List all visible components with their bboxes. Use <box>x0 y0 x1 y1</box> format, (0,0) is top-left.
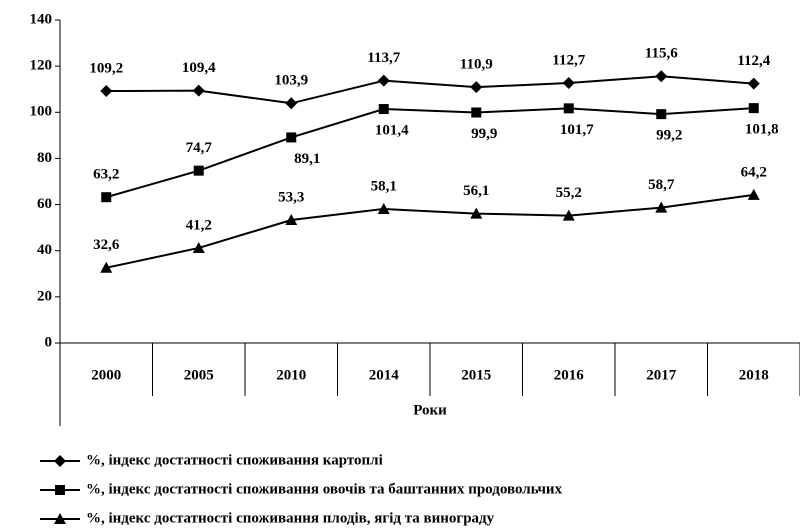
data-label: 112,7 <box>552 52 585 68</box>
series-line <box>105 107 754 199</box>
data-label: 89,1 <box>294 151 320 167</box>
data-label: 101,8 <box>745 122 779 138</box>
marker <box>285 97 298 110</box>
marker <box>470 81 483 94</box>
y-tick-label: 60 <box>37 196 52 212</box>
marker <box>378 104 389 115</box>
y-tick-label: 80 <box>37 150 52 166</box>
marker <box>747 188 760 200</box>
data-label: 74,7 <box>186 140 213 156</box>
marker <box>193 165 204 176</box>
y-tick-label: 100 <box>30 104 53 120</box>
marker <box>471 107 482 118</box>
series-line <box>106 193 754 269</box>
y-tick-label: 40 <box>37 242 52 258</box>
data-label: 103,9 <box>274 73 308 89</box>
marker <box>377 74 390 87</box>
data-label: 53,3 <box>278 189 304 205</box>
marker <box>655 201 668 213</box>
marker <box>748 103 759 114</box>
marker <box>377 202 390 214</box>
marker <box>100 261 113 273</box>
legend-label: %, індекс достатності споживання плодів,… <box>86 510 495 526</box>
data-label: 101,4 <box>375 122 409 138</box>
marker <box>562 76 575 89</box>
data-label: 41,2 <box>186 217 212 233</box>
y-tick-label: 0 <box>45 334 53 350</box>
x-tick-label: 2015 <box>461 367 491 383</box>
x-tick-label: 2010 <box>276 367 306 383</box>
marker <box>470 207 483 219</box>
series-line <box>106 75 754 105</box>
marker <box>562 209 575 221</box>
data-label: 58,1 <box>371 178 397 194</box>
marker <box>285 214 298 226</box>
x-tick-label: 2014 <box>369 367 400 383</box>
data-label: 55,2 <box>556 185 582 201</box>
y-tick-label: 120 <box>30 58 53 74</box>
x-tick-label: 2017 <box>646 367 677 383</box>
marker <box>55 485 65 495</box>
marker <box>101 192 112 203</box>
data-label: 56,1 <box>463 183 489 199</box>
data-label: 99,9 <box>471 126 497 142</box>
marker <box>192 241 205 253</box>
marker <box>54 455 66 467</box>
marker <box>655 70 668 83</box>
data-label: 32,6 <box>93 237 120 253</box>
marker <box>286 132 297 143</box>
data-label: 99,2 <box>656 128 682 144</box>
data-label: 64,2 <box>741 164 767 180</box>
data-label: 115,6 <box>645 46 678 62</box>
data-label: 101,7 <box>560 122 594 138</box>
x-axis-title: Роки <box>413 402 447 418</box>
data-label: 58,7 <box>648 177 675 193</box>
legend-label: %, індекс достатності споживання картопл… <box>86 452 383 468</box>
data-label: 110,9 <box>460 57 493 73</box>
y-tick-label: 140 <box>30 11 53 27</box>
legend-label: %, індекс достатності споживання овочів … <box>86 481 563 497</box>
x-tick-label: 2005 <box>184 367 214 383</box>
marker <box>747 77 760 90</box>
marker <box>192 84 205 97</box>
y-tick-label: 20 <box>37 288 52 304</box>
x-tick-label: 2016 <box>554 367 585 383</box>
data-label: 112,4 <box>737 53 770 69</box>
x-tick-label: 2000 <box>91 367 121 383</box>
data-label: 109,2 <box>89 60 123 76</box>
data-label: 109,4 <box>182 60 216 76</box>
marker <box>656 109 667 120</box>
data-label: 113,7 <box>367 50 400 66</box>
data-label: 63,2 <box>93 167 119 183</box>
marker <box>54 513 66 524</box>
x-tick-label: 2018 <box>739 367 769 383</box>
marker <box>563 103 574 114</box>
marker <box>100 85 113 98</box>
